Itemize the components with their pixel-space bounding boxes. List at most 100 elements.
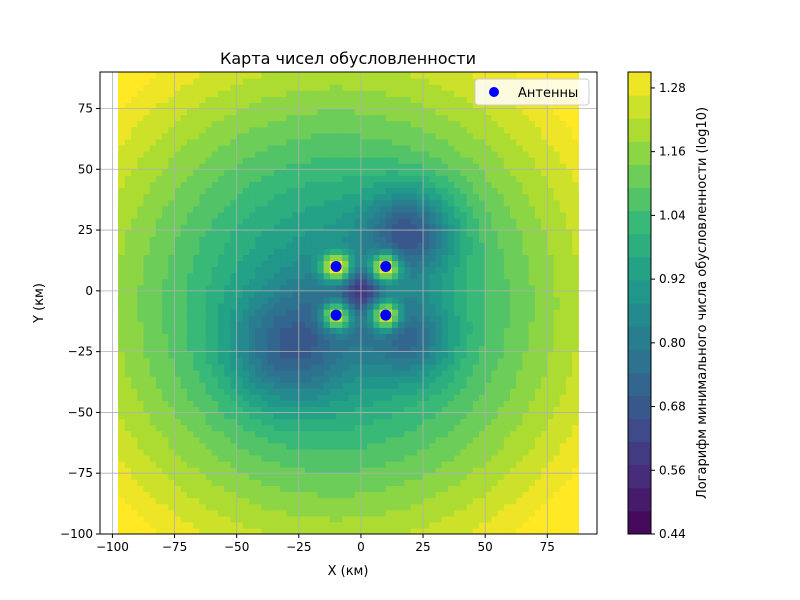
heatmap-cell <box>298 163 306 170</box>
heatmap-cell <box>193 406 200 414</box>
heatmap-cell <box>391 169 399 176</box>
heatmap-cell <box>348 461 356 468</box>
heatmap-cell <box>162 491 169 499</box>
heatmap-cell <box>354 503 362 511</box>
heatmap-cell <box>199 157 207 164</box>
heatmap-cell <box>180 78 188 85</box>
heatmap-cell <box>236 169 244 176</box>
heatmap-cell <box>410 327 418 334</box>
heatmap-cell <box>441 296 449 304</box>
heatmap-cell <box>124 223 132 231</box>
heatmap-cell <box>305 491 312 499</box>
heatmap-cell <box>255 303 263 310</box>
heatmap-cell <box>491 187 499 195</box>
heatmap-cell <box>360 187 368 195</box>
heatmap-cell <box>348 412 356 420</box>
heatmap-cell <box>255 296 263 304</box>
heatmap-cell <box>224 260 232 268</box>
heatmap-cell <box>329 108 337 116</box>
heatmap-cell <box>435 303 443 310</box>
heatmap-cell <box>336 394 343 401</box>
heatmap-cell <box>373 242 381 249</box>
heatmap-cell <box>118 430 126 438</box>
heatmap-cell <box>261 96 269 103</box>
heatmap-cell <box>460 84 468 91</box>
heatmap-cell <box>261 412 269 420</box>
heatmap-cell <box>404 272 412 280</box>
heatmap-cell <box>398 248 406 255</box>
heatmap-cell <box>323 406 331 414</box>
heatmap-cell <box>298 138 306 146</box>
heatmap-cell <box>478 102 486 110</box>
heatmap-cell <box>398 290 406 298</box>
heatmap-cell <box>385 126 393 134</box>
heatmap-cell <box>342 503 350 511</box>
heatmap-cell <box>261 339 269 347</box>
heatmap-cell <box>218 509 225 517</box>
heatmap-cell <box>336 345 343 353</box>
heatmap-cell <box>423 321 430 328</box>
heatmap-cell <box>447 442 455 450</box>
heatmap-cell <box>342 242 350 249</box>
heatmap-cell <box>460 345 468 353</box>
heatmap-cell <box>323 108 331 116</box>
heatmap-cell <box>398 114 406 122</box>
heatmap-cell <box>298 242 306 249</box>
heatmap-cell <box>354 102 362 110</box>
heatmap-cell <box>205 357 213 365</box>
heatmap-cell <box>193 527 200 534</box>
heatmap-cell <box>124 78 132 85</box>
heatmap-cell <box>180 388 188 395</box>
heatmap-cell <box>354 223 362 231</box>
heatmap-cell <box>218 357 225 365</box>
heatmap-cell <box>329 151 337 158</box>
heatmap-cell <box>429 509 437 517</box>
heatmap-cell <box>311 169 319 176</box>
heatmap-cell <box>336 467 343 474</box>
heatmap-cell <box>373 72 381 79</box>
heatmap-cell <box>267 418 275 426</box>
heatmap-cell <box>230 199 238 207</box>
heatmap-cell <box>180 278 188 286</box>
heatmap-cell <box>292 375 300 383</box>
heatmap-cell <box>342 254 350 262</box>
heatmap-cell <box>460 242 468 249</box>
heatmap-cell <box>149 248 157 255</box>
heatmap-cell <box>485 290 492 298</box>
heatmap-cell <box>491 448 499 456</box>
heatmap-cell <box>311 175 319 183</box>
heatmap-cell <box>423 138 430 146</box>
heatmap-cell <box>429 461 437 468</box>
heatmap-cell <box>155 461 163 468</box>
heatmap-cell <box>298 223 306 231</box>
heatmap-cell <box>186 90 194 97</box>
heatmap-cell <box>342 72 350 79</box>
heatmap-cell <box>367 211 374 219</box>
heatmap-cell <box>323 242 331 249</box>
heatmap-cell <box>360 382 368 389</box>
heatmap-cell <box>143 290 151 298</box>
heatmap-cell <box>429 521 437 529</box>
heatmap-cell <box>286 126 294 134</box>
heatmap-cell <box>466 388 474 395</box>
heatmap-cell <box>124 461 132 468</box>
heatmap-cell <box>224 321 232 328</box>
heatmap-cell <box>242 503 250 511</box>
heatmap-cell <box>255 126 263 134</box>
heatmap-cell <box>193 430 200 438</box>
heatmap-cell <box>336 120 343 128</box>
heatmap-cell <box>416 321 424 328</box>
heatmap-cell <box>143 78 151 85</box>
heatmap-cell <box>447 296 455 304</box>
heatmap-cell <box>404 211 412 219</box>
heatmap-cell <box>329 84 337 91</box>
heatmap-cell <box>267 448 275 456</box>
heatmap-cell <box>416 442 424 450</box>
heatmap-cell <box>516 375 524 383</box>
heatmap-cell <box>242 157 250 164</box>
heatmap-cell <box>131 363 138 371</box>
heatmap-cell <box>205 163 213 170</box>
heatmap-cell <box>280 473 287 480</box>
heatmap-cell <box>410 199 418 207</box>
heatmap-cell <box>124 309 132 316</box>
